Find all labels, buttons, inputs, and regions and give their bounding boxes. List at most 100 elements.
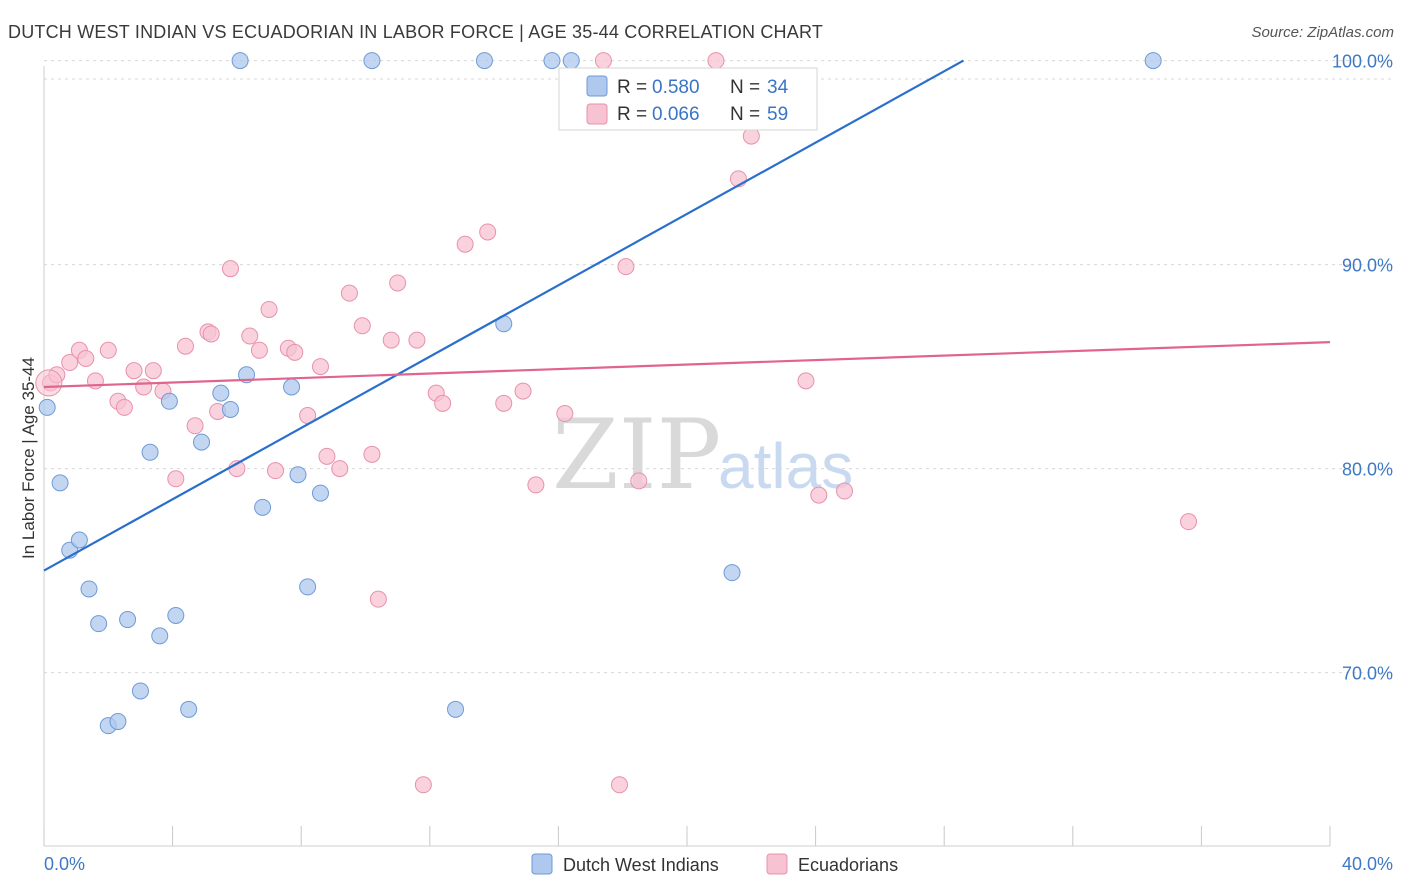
point-ecuadorian bbox=[363, 445, 381, 463]
watermark: ZIP atlas bbox=[552, 399, 853, 511]
point-dutch-west-indian bbox=[475, 52, 493, 70]
point-ecuadorian bbox=[340, 284, 358, 302]
point-ecuadorian bbox=[286, 343, 304, 361]
point-ecuadorian bbox=[810, 486, 828, 504]
watermark-zip: ZIP bbox=[552, 399, 721, 511]
point-dutch-west-indian bbox=[289, 466, 307, 484]
point-ecuadorian bbox=[241, 327, 259, 345]
point-ecuadorian bbox=[414, 776, 432, 794]
legend-swatch-blue bbox=[586, 75, 608, 97]
y-tick-label: 100.0% bbox=[1332, 52, 1393, 72]
point-dutch-west-indian bbox=[151, 627, 169, 645]
point-ecuadorian bbox=[125, 362, 143, 380]
trend-lines bbox=[43, 59, 1331, 572]
point-ecuadorian bbox=[99, 341, 117, 359]
point-ecuadorian bbox=[115, 398, 133, 416]
point-ecuadorian bbox=[186, 417, 204, 435]
point-ecuadorian bbox=[77, 349, 95, 367]
data-points bbox=[35, 52, 1198, 794]
point-dutch-west-indian bbox=[119, 611, 137, 629]
bottom-legend-swatch-blue bbox=[531, 853, 553, 875]
y-tick-labels: 70.0% 80.0% 90.0% 100.0% bbox=[1332, 52, 1393, 684]
point-dutch-west-indian bbox=[562, 52, 580, 70]
y-tick-label: 80.0% bbox=[1342, 460, 1393, 480]
point-ecuadorian bbox=[135, 378, 153, 396]
point-dutch-west-indian bbox=[221, 400, 239, 418]
point-dutch-west-indian bbox=[212, 384, 230, 402]
legend-n-label-1: N = bbox=[730, 77, 760, 98]
legend-n-label-2: N = bbox=[730, 104, 760, 125]
point-ecuadorian bbox=[527, 476, 545, 494]
point-ecuadorian bbox=[221, 260, 239, 278]
point-ecuadorian bbox=[1180, 513, 1198, 531]
point-ecuadorian bbox=[434, 394, 452, 412]
point-ecuadorian bbox=[836, 482, 854, 500]
point-ecuadorian bbox=[707, 52, 725, 70]
point-dutch-west-indian bbox=[543, 52, 561, 70]
point-ecuadorian bbox=[318, 447, 336, 465]
point-dutch-west-indian bbox=[1144, 52, 1162, 70]
point-dutch-west-indian bbox=[311, 484, 329, 502]
point-dutch-west-indian bbox=[180, 700, 198, 718]
point-ecuadorian bbox=[260, 300, 278, 318]
point-ecuadorian bbox=[369, 590, 387, 608]
point-ecuadorian bbox=[610, 776, 628, 794]
point-dutch-west-indian bbox=[283, 378, 301, 396]
point-ecuadorian bbox=[353, 317, 371, 335]
bottom-legend-label-dutch-west-indians: Dutch West Indians bbox=[563, 855, 719, 875]
legend-swatch-pink bbox=[586, 103, 608, 125]
point-dutch-west-indian bbox=[299, 578, 317, 596]
point-ecuadorian bbox=[176, 337, 194, 355]
bottom-legend: Dutch West Indians Ecuadorians bbox=[531, 853, 898, 875]
y-tick-label: 70.0% bbox=[1342, 664, 1393, 684]
y-axis-label: In Labor Force | Age 35-44 bbox=[19, 357, 38, 559]
point-ecuadorian bbox=[311, 358, 329, 376]
point-ecuadorian bbox=[331, 460, 349, 478]
point-ecuadorian bbox=[167, 470, 185, 488]
trend-line-ecuadorians bbox=[43, 341, 1331, 389]
x-tick-label-min: 0.0% bbox=[44, 854, 85, 874]
point-ecuadorian bbox=[797, 372, 815, 390]
point-ecuadorian bbox=[202, 325, 220, 343]
point-dutch-west-indian bbox=[254, 498, 272, 516]
point-ecuadorian bbox=[617, 258, 635, 276]
point-ecuadorian bbox=[408, 331, 426, 349]
point-ecuadorian-large bbox=[35, 369, 63, 397]
legend-n-value-1: 34 bbox=[767, 77, 789, 98]
x-tick-label-max: 40.0% bbox=[1342, 854, 1393, 874]
point-ecuadorian bbox=[630, 472, 648, 490]
legend-r-value-1: 0.580 bbox=[652, 77, 700, 98]
point-ecuadorian bbox=[389, 274, 407, 292]
point-ecuadorian bbox=[382, 331, 400, 349]
point-dutch-west-indian bbox=[363, 52, 381, 70]
point-dutch-west-indian bbox=[141, 443, 159, 461]
point-dutch-west-indian bbox=[231, 52, 249, 70]
point-dutch-west-indian bbox=[160, 392, 178, 410]
point-dutch-west-indian bbox=[447, 700, 465, 718]
point-ecuadorian bbox=[144, 362, 162, 380]
point-ecuadorian bbox=[456, 235, 474, 253]
x-axis-ticks bbox=[43, 826, 1331, 846]
point-ecuadorian bbox=[495, 394, 513, 412]
legend-n-value-2: 59 bbox=[767, 104, 788, 125]
watermark-atlas: atlas bbox=[718, 430, 853, 502]
point-dutch-west-indian bbox=[90, 615, 108, 633]
legend-r-label-2: R = bbox=[617, 104, 647, 125]
legend-r-label-1: R = bbox=[617, 77, 647, 98]
chart-source: Source: ZipAtlas.com bbox=[1251, 24, 1394, 41]
y-tick-label: 90.0% bbox=[1342, 256, 1393, 276]
point-dutch-west-indian bbox=[131, 682, 149, 700]
point-ecuadorian bbox=[594, 52, 612, 70]
point-ecuadorian bbox=[266, 462, 284, 480]
bottom-legend-label-ecuadorians: Ecuadorians bbox=[798, 855, 898, 875]
point-dutch-west-indian bbox=[51, 474, 69, 492]
point-ecuadorian bbox=[250, 341, 268, 359]
point-ecuadorian bbox=[479, 223, 497, 241]
point-dutch-west-indian bbox=[723, 564, 741, 582]
point-dutch-west-indian bbox=[109, 713, 127, 731]
point-dutch-west-indian bbox=[193, 433, 211, 451]
point-dutch-west-indian bbox=[80, 580, 98, 598]
trend-line-dutch-west-indians bbox=[43, 59, 965, 572]
point-ecuadorian bbox=[556, 405, 574, 423]
